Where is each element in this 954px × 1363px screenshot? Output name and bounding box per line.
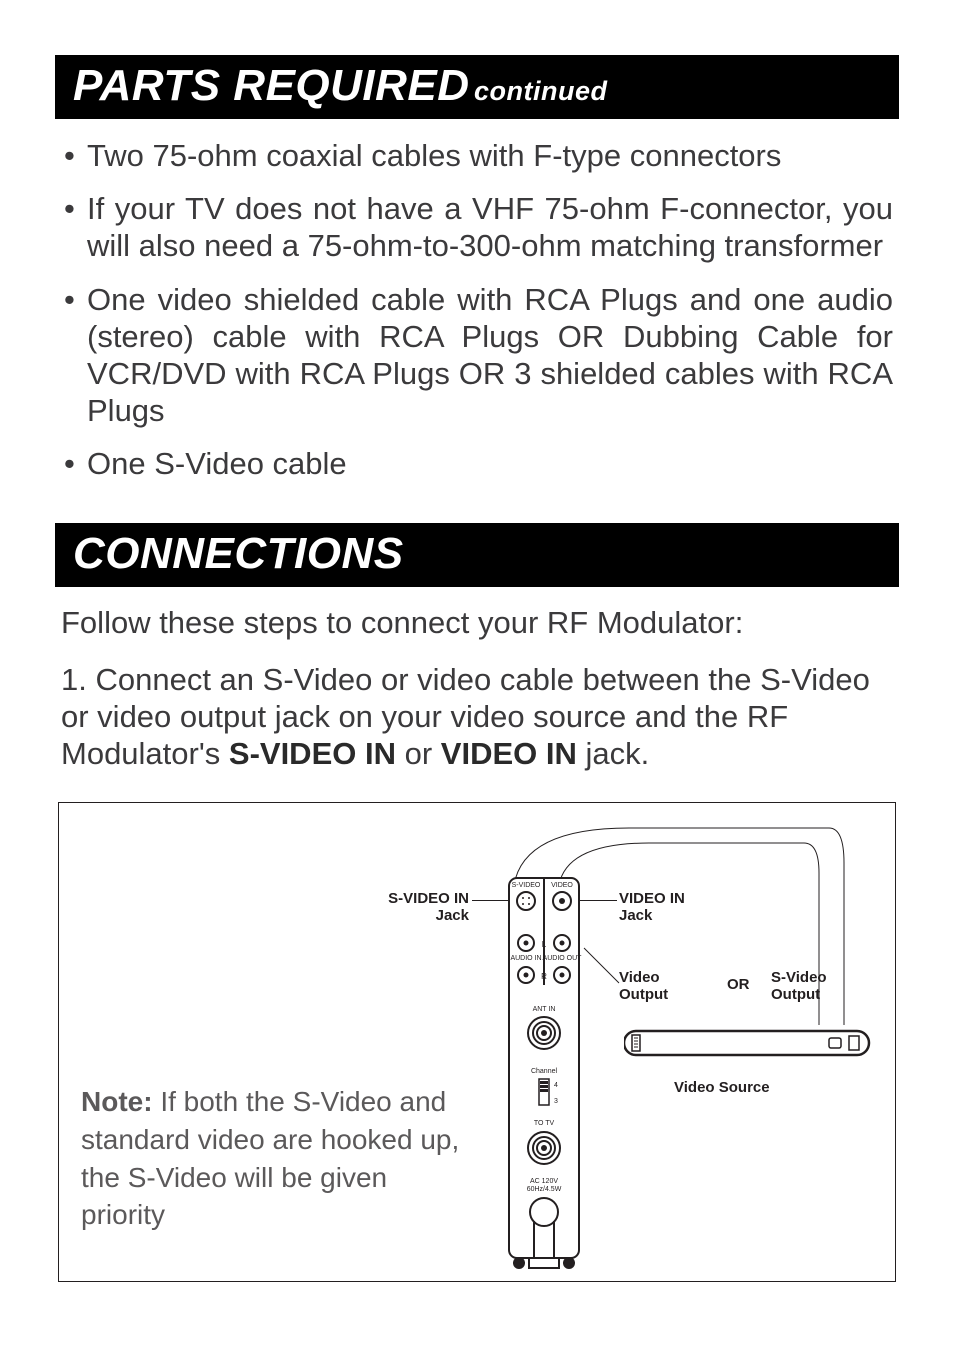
svg-text:Channel: Channel [531, 1068, 558, 1075]
svg-text:R: R [541, 972, 547, 981]
parts-required-header: PARTS REQUIRED continued [55, 55, 899, 119]
svg-text:ANT IN: ANT IN [533, 1006, 556, 1013]
svg-text:L: L [542, 940, 547, 949]
svg-text:TO TV: TO TV [534, 1120, 555, 1127]
svg-text:3: 3 [554, 1098, 558, 1105]
svg-text:VIDEO: VIDEO [551, 882, 573, 889]
connections-title: CONNECTIONS [73, 529, 404, 578]
svg-text:4: 4 [554, 1082, 558, 1089]
parts-item: Two 75-ohm coaxial cables with F-type co… [61, 137, 893, 174]
connection-diagram: S-VIDEO IN Jack VIDEO IN Jack Video Outp… [58, 802, 896, 1282]
step-1-video-in: VIDEO IN [441, 736, 577, 771]
connections-intro: Follow these steps to connect your RF Mo… [55, 605, 899, 641]
svg-text:AC 120V: AC 120V [530, 1178, 558, 1185]
parts-item: One video shielded cable with RCA Plugs … [61, 281, 893, 430]
video-source-icon [624, 1026, 884, 1062]
svg-text:S-VIDEO: S-VIDEO [512, 882, 541, 889]
step-1-text-c: or [396, 736, 441, 771]
parts-required-title: PARTS REQUIRED [73, 61, 470, 110]
note-title: Note: [81, 1086, 153, 1117]
svg-text:AUDIO OUT: AUDIO OUT [543, 955, 583, 962]
step-1-svideo-in: S-VIDEO IN [229, 736, 396, 771]
svg-text:AUDIO IN: AUDIO IN [510, 955, 541, 962]
parts-item: If your TV does not have a VHF 75-ohm F-… [61, 190, 893, 264]
step-1-text-e: jack. [577, 736, 649, 771]
note-block: Note: If both the S-Video and standard v… [81, 1083, 461, 1234]
connections-header: CONNECTIONS [55, 523, 899, 587]
svg-text:60Hz/4.5W: 60Hz/4.5W [527, 1186, 562, 1193]
rf-modulator-icon: S-VIDEO VIDEO L AUDIO IN AUDIO OUT R ANT… [499, 863, 599, 1283]
parts-list: Two 75-ohm coaxial cables with F-type co… [55, 137, 899, 483]
step-1: 1. Connect an S-Video or video cable bet… [55, 661, 899, 773]
parts-required-continued: continued [474, 76, 608, 106]
parts-item: One S-Video cable [61, 445, 893, 482]
